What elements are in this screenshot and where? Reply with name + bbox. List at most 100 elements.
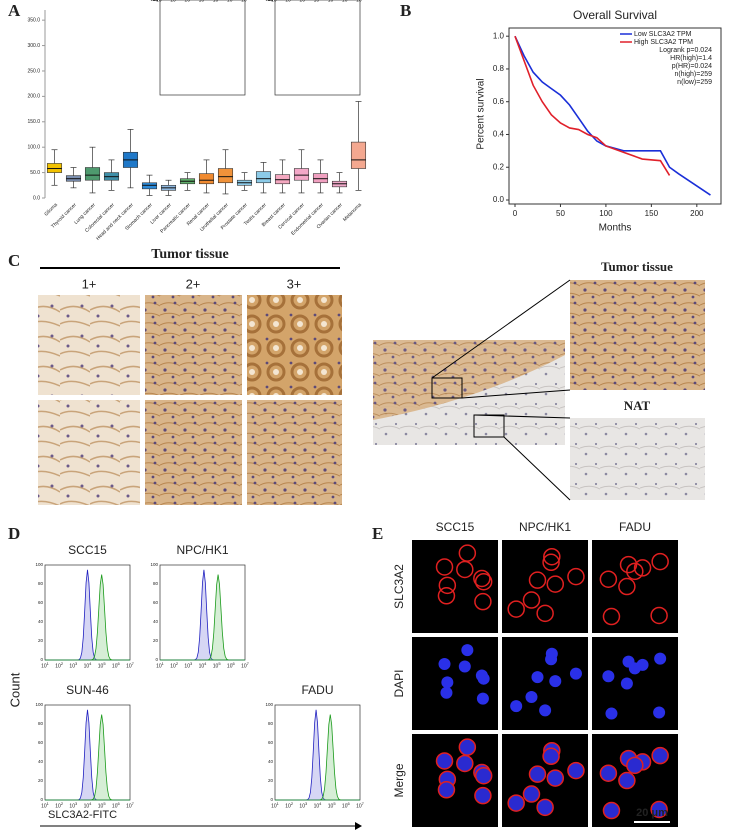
y-tick-label: 40 (268, 0, 274, 2)
nucleus (653, 706, 666, 719)
nucleus (461, 644, 474, 657)
histogram-frame (44, 704, 131, 801)
cell (507, 600, 525, 618)
x-tick-label: 106 (227, 661, 236, 669)
x-tick-label: 103 (184, 661, 193, 669)
x-tick-label: 105 (328, 801, 337, 809)
x-tick-label: 101 (41, 661, 50, 669)
cell (599, 570, 618, 588)
panel-letter: C (8, 251, 20, 270)
cell (650, 800, 668, 819)
x-tick-label: 103 (184, 0, 193, 3)
y-tick-label: 0.0 (493, 195, 505, 204)
x-tick-label: 107 (356, 0, 365, 3)
cell (536, 604, 554, 623)
nucleus (539, 704, 552, 717)
cell (474, 572, 493, 591)
x-tick-label: 106 (112, 661, 121, 669)
x-tick-label: 105 (213, 661, 222, 669)
x-tick-label: 105 (98, 661, 107, 669)
nucleus (510, 700, 523, 713)
cell (528, 571, 547, 589)
row-label: SLC3A2 (392, 564, 406, 609)
exponent: 3 (75, 801, 78, 806)
y-tick-label: 20 (38, 638, 44, 643)
annotation: n(low)=259 (677, 79, 712, 86)
x-tick-label: 104 (314, 801, 323, 809)
x-tick-label: 103 (299, 801, 308, 809)
x-tick-label: 107 (126, 661, 135, 669)
histogram-title: FADU (301, 683, 333, 697)
cell (618, 577, 636, 596)
exponent: 6 (117, 661, 120, 666)
cell (626, 562, 644, 581)
legend-label: Low SLC3A2 TPM (634, 31, 692, 38)
y-tick-label: 0.8 (493, 64, 505, 73)
cell (546, 769, 565, 787)
nucleus (531, 671, 544, 684)
cell (458, 738, 477, 756)
cell (474, 592, 492, 611)
x-tick-label: 102 (55, 801, 64, 809)
grade-label: 2+ (186, 276, 201, 291)
nucleus (458, 660, 471, 673)
y-axis-label: Percent survival (476, 78, 487, 149)
y-tick-label: 0.6 (493, 97, 505, 106)
y-tick-label: 0.4 (493, 130, 505, 139)
legend-label: High SLC3A2 TPM (634, 39, 693, 46)
cell (619, 555, 638, 574)
y-tick-label: 100 (150, 562, 158, 567)
cell (474, 766, 493, 785)
cell (522, 591, 541, 609)
histogram-title: SCC15 (68, 543, 107, 557)
histogram-title: NPC/HK1 (176, 543, 228, 557)
nucleus (477, 672, 490, 685)
y-tick-label: 60 (153, 600, 159, 605)
exponent: 7 (132, 801, 135, 806)
x-tick-label: 100 (599, 209, 613, 218)
x-tick-label: 103 (69, 661, 78, 669)
cell (456, 754, 474, 773)
box (293, 168, 310, 181)
box (46, 163, 63, 173)
exponent: 6 (232, 661, 235, 666)
row-label: Merge (392, 763, 406, 797)
x-tick-label: 102 (170, 661, 179, 669)
zoom-label: NAT (624, 398, 651, 413)
y-tick-label: 0 (155, 0, 158, 2)
scale-label: 20 μm (636, 807, 668, 819)
chart-title: Overall Survival (573, 8, 657, 22)
plot-frame (508, 27, 722, 205)
x-tick-label: 104 (199, 661, 208, 669)
layout (38, 267, 705, 830)
cell (437, 587, 456, 605)
column-label: NPC/HK1 (519, 520, 571, 534)
x-tick-label: 106 (342, 0, 351, 3)
cell (567, 761, 585, 780)
exponent: 6 (347, 801, 350, 806)
annotation: n(high)=259 (674, 71, 712, 78)
cell (651, 552, 669, 571)
micrograph (592, 637, 678, 730)
cell (507, 794, 525, 812)
y-tick-label: 80 (268, 0, 274, 2)
y-tick-label: 80 (153, 0, 159, 2)
exponent: 6 (117, 801, 120, 806)
y-tick-label: 0 (270, 797, 273, 802)
y-tick-label: 100 (265, 0, 273, 2)
box (198, 173, 215, 185)
y-tick-label: 50.0 (30, 170, 40, 176)
histogram-title: SUN-46 (66, 683, 109, 697)
x-tick-label: 101 (41, 801, 50, 809)
y-tick-label: 100 (265, 702, 273, 707)
exponent: 2 (291, 801, 294, 806)
nucleus (545, 653, 558, 666)
cell (602, 801, 621, 820)
x-tick-label: 0 (513, 209, 518, 218)
x-tick-label: 107 (356, 801, 365, 809)
y-tick-label: 40 (153, 0, 159, 2)
row-label: DAPI (392, 669, 406, 697)
cell (650, 606, 668, 625)
box (350, 141, 367, 169)
x-tick-label: 104 (314, 0, 323, 3)
